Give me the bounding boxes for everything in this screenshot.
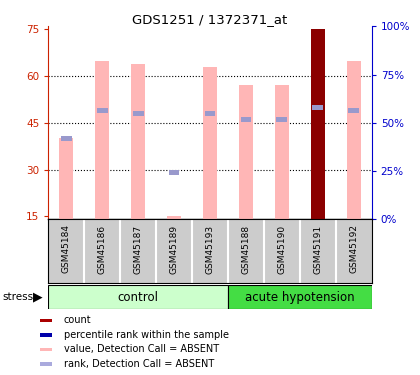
Text: GSM45190: GSM45190 bbox=[277, 225, 286, 274]
Bar bbox=[203, 67, 217, 219]
Bar bbox=[40, 348, 52, 351]
Text: acute hypotension: acute hypotension bbox=[245, 291, 354, 304]
Bar bbox=[133, 111, 144, 116]
Text: GSM45193: GSM45193 bbox=[205, 225, 215, 274]
Text: GSM45191: GSM45191 bbox=[313, 225, 322, 274]
Bar bbox=[40, 333, 52, 337]
Bar bbox=[346, 60, 361, 219]
FancyBboxPatch shape bbox=[228, 285, 372, 309]
Bar bbox=[97, 108, 108, 113]
Bar bbox=[95, 60, 109, 219]
Bar bbox=[205, 111, 215, 116]
Text: GDS1251 / 1372371_at: GDS1251 / 1372371_at bbox=[132, 13, 288, 26]
Bar bbox=[59, 138, 74, 219]
Text: control: control bbox=[118, 291, 159, 304]
Bar bbox=[312, 105, 323, 110]
Text: GSM45192: GSM45192 bbox=[349, 225, 358, 273]
Text: GSM45186: GSM45186 bbox=[98, 225, 107, 274]
Bar bbox=[131, 64, 145, 219]
Text: percentile rank within the sample: percentile rank within the sample bbox=[64, 330, 229, 340]
Bar bbox=[275, 86, 289, 219]
Bar bbox=[276, 117, 287, 122]
Text: value, Detection Call = ABSENT: value, Detection Call = ABSENT bbox=[64, 345, 219, 354]
Bar bbox=[40, 319, 52, 322]
Bar bbox=[169, 170, 179, 175]
Text: GSM45184: GSM45184 bbox=[62, 225, 71, 273]
Text: ▶: ▶ bbox=[33, 291, 42, 304]
Bar bbox=[239, 86, 253, 219]
Text: rank, Detection Call = ABSENT: rank, Detection Call = ABSENT bbox=[64, 359, 214, 369]
Text: GSM45189: GSM45189 bbox=[170, 225, 178, 274]
Bar bbox=[311, 29, 325, 219]
Bar bbox=[167, 216, 181, 219]
Bar bbox=[348, 108, 359, 113]
Bar bbox=[40, 362, 52, 366]
Text: count: count bbox=[64, 315, 92, 326]
Text: GSM45187: GSM45187 bbox=[134, 225, 143, 274]
Text: stress: stress bbox=[2, 292, 33, 302]
Bar bbox=[61, 136, 72, 141]
Bar bbox=[241, 117, 251, 122]
Text: GSM45188: GSM45188 bbox=[241, 225, 250, 274]
FancyBboxPatch shape bbox=[48, 285, 228, 309]
